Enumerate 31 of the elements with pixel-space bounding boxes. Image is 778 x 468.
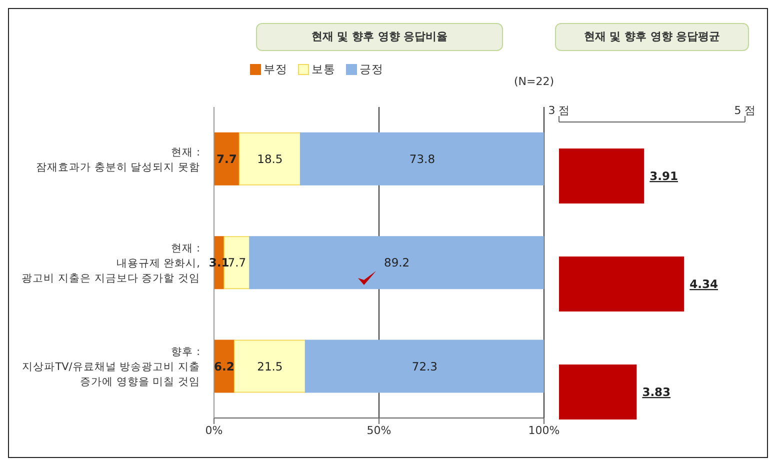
x-tick-label: 0% [205,424,223,437]
bar [214,132,240,186]
bar [300,132,544,186]
bar [249,236,544,290]
x-tick-label: 100% [528,424,560,437]
data-label: 73.8 [409,152,436,166]
data-label: 72.3 [412,359,438,374]
x-tick-label: 50% [366,424,392,437]
x-tick-label: 5 점 [734,104,756,117]
bar [234,340,306,393]
legend-label: 보통 [310,62,336,77]
chart-title: 현재 및 향후 영향 응답평균 [555,23,749,51]
y-tick-label: 현재 : 잠재효과가 충분히 달성되지 못함 [36,146,200,174]
bar [304,340,544,393]
legend-label: 긍정 [358,62,384,77]
data-label: 4.34 [690,277,718,291]
data-label: 3.91 [650,169,678,183]
data-label: 6.2 [214,359,234,374]
data-label: 89.2 [384,256,410,270]
data-label: 21.5 [257,359,283,374]
data-label: 7.7 [228,256,246,270]
data-label: 3.83 [642,385,671,399]
data-label: 18.5 [257,152,283,166]
y-tick-label: 현재 : 내용규제 완화시, 광고비 지출은 지금보다 증가할 것임 [22,242,200,284]
chart-title: 현재 및 향후 영향 응답비율 [256,23,503,51]
legend-label: 부정 [262,62,288,77]
text: (N=22) [514,75,554,88]
y-tick-label: 향후 : 지상파TV/유료채널 방송광고비 지출 증가에 영향을 미칠 것임 [22,346,200,388]
data-label: 7.7 [216,152,237,166]
bar [238,132,301,186]
x-tick-label: 3 점 [548,104,570,117]
